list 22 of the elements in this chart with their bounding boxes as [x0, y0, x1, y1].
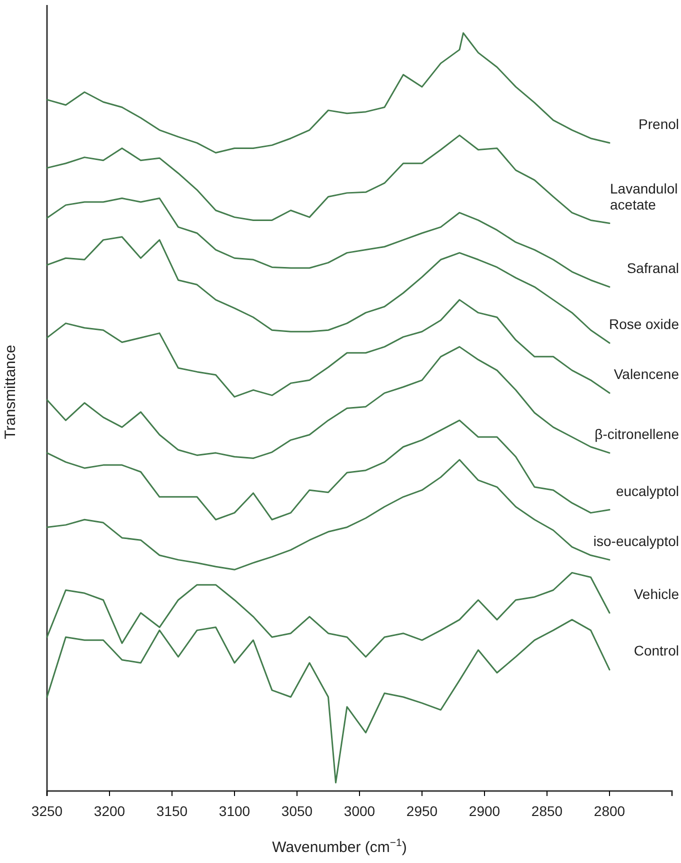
- text: Prenol: [638, 116, 679, 132]
- x-tick-label: 3200: [94, 802, 126, 819]
- x-tick-label: 2800: [594, 802, 626, 819]
- x-tick-label: 3050: [281, 802, 313, 819]
- x-tick-label: 3100: [218, 802, 250, 819]
- x-axis-title: Wavenumber (cm$^{−1}$): [272, 837, 407, 856]
- x-tick-label: 2900: [468, 802, 500, 819]
- x-tick-label: 2850: [531, 802, 563, 819]
- series-label: Lavandulol acetate: [610, 180, 678, 212]
- series-label: Safranal: [626, 260, 679, 276]
- series-label: Vehicle: [634, 586, 680, 602]
- series-label: Rose oxide: [608, 316, 680, 332]
- x-tick-label: 3150: [156, 802, 188, 819]
- x-tick-label: 3000: [344, 802, 376, 819]
- series-label: Control: [634, 642, 679, 659]
- series-label: Valencene: [614, 366, 680, 382]
- series-label: iso-eucalyptol: [593, 532, 679, 549]
- series-label: β-citronellene: [594, 426, 680, 442]
- x-tick-label: 2950: [406, 802, 438, 819]
- x-tick-label: 3250: [31, 802, 63, 819]
- series-label: eucalyptol: [616, 482, 679, 499]
- y-axis-title: Transmittance: [2, 344, 19, 440]
